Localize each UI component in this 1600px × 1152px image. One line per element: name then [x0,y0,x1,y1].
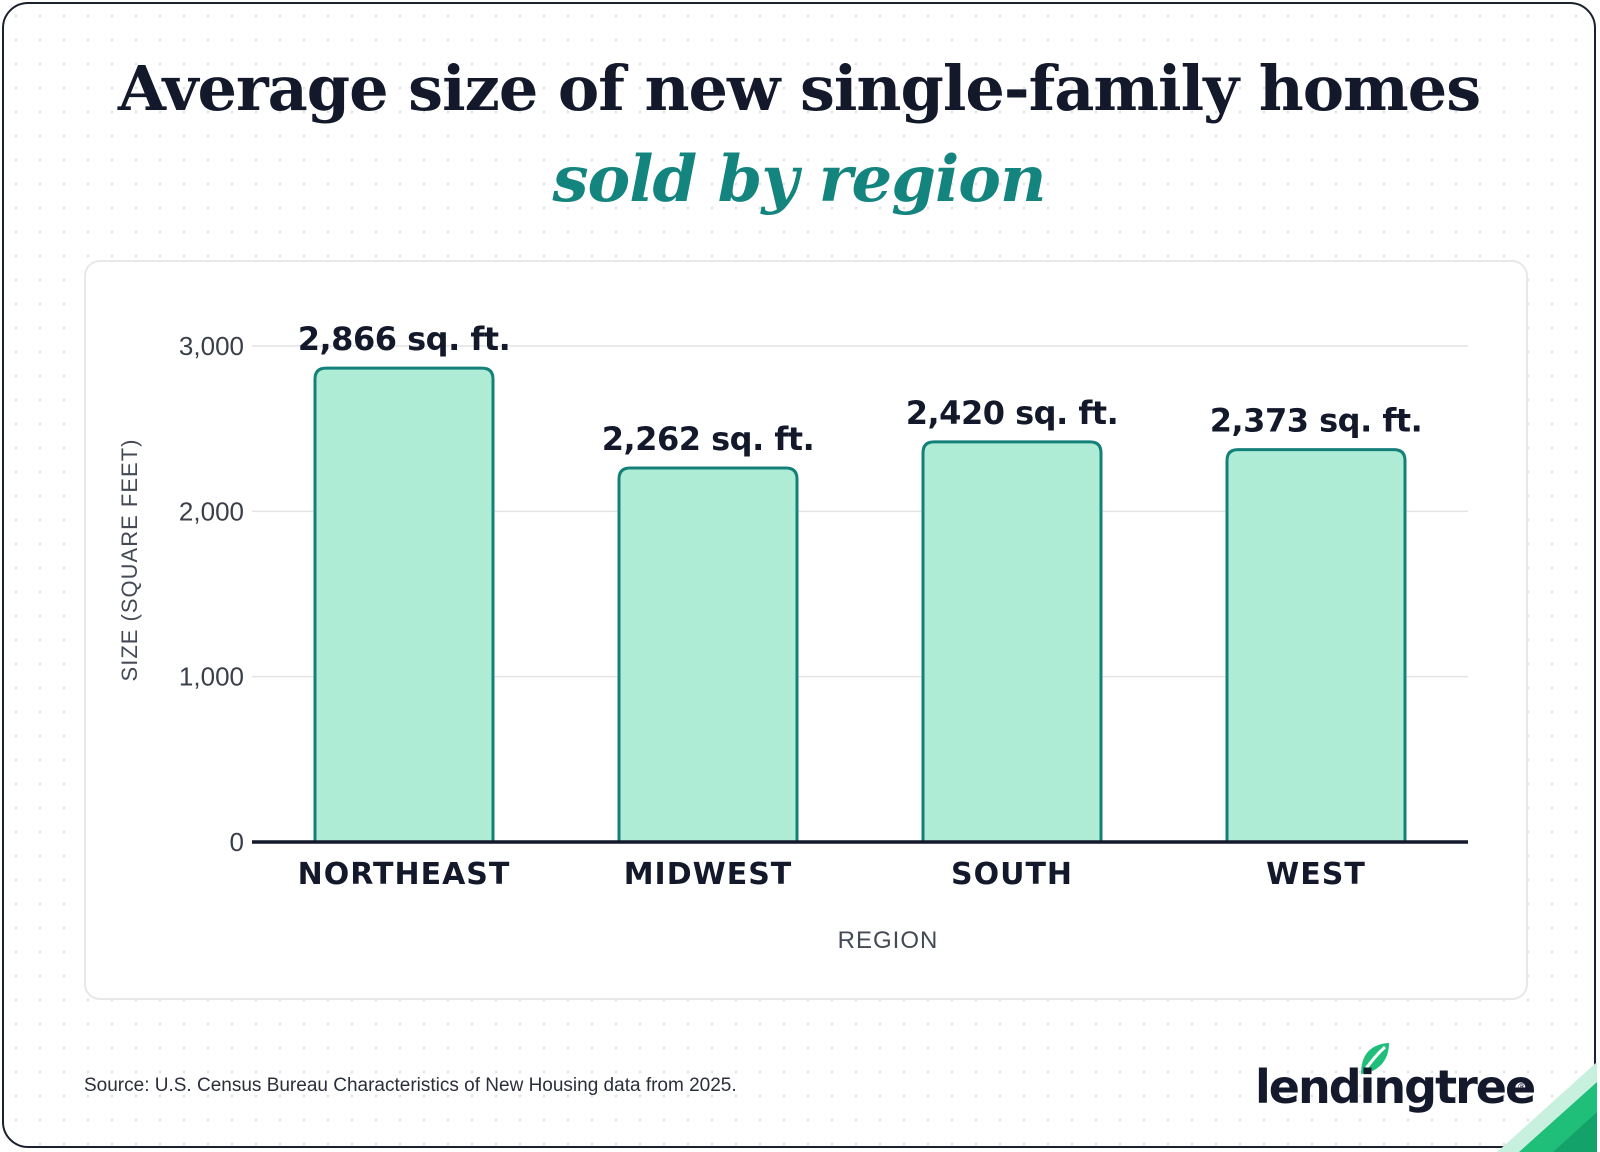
y-tick-label: 2,000 [179,496,244,526]
x-category-label: MIDWEST [624,857,793,892]
x-category-label: NORTHEAST [298,857,511,892]
bar-value-label: 2,866 sq. ft. [298,320,510,358]
chart-title: Average size of new single-family homes [117,52,1481,125]
y-tick-label: 3,000 [179,331,244,361]
y-axis-title: SIZE (SQUARE FEET) [117,439,142,682]
lendingtree-logo: lendingtree ® [1255,1040,1536,1120]
x-category-label: WEST [1266,857,1366,892]
bar [921,440,1103,842]
source-note: Source: U.S. Census Bureau Characteristi… [84,1075,737,1096]
y-tick-label: 0 [230,827,244,857]
bar-value-label: 2,262 sq. ft. [602,420,814,458]
x-axis-title: REGION [838,927,939,954]
corner-accent-icon [1497,1062,1597,1152]
brand-name: lendingtree [1255,1060,1536,1114]
leaf-icon [1361,1043,1389,1074]
bar [1225,448,1407,842]
bar-value-label: 2,373 sq. ft. [1210,402,1422,440]
bar [617,466,799,842]
bar-value-label: 2,420 sq. ft. [906,394,1118,432]
chart-subtitle: sold by region [552,142,1047,217]
y-tick-label: 1,000 [179,662,244,692]
bar [313,366,495,842]
x-category-label: SOUTH [951,857,1073,892]
trademark-symbol: ® [1517,1082,1527,1093]
